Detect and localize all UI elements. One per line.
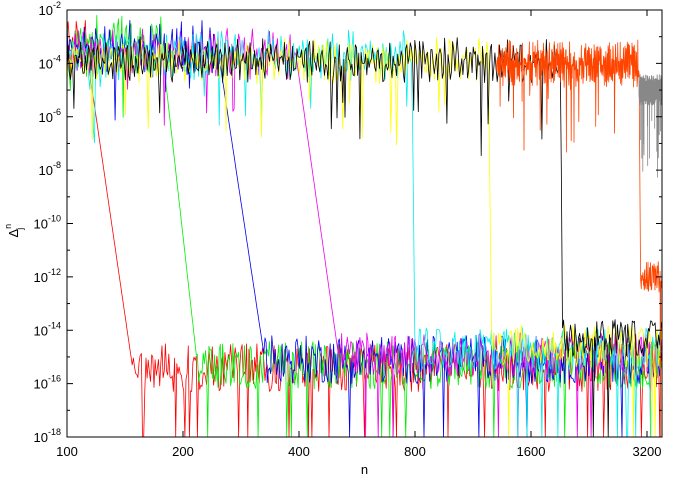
y-axis-title-superscript: n [3,224,13,229]
x-tick-label: 200 [172,444,194,459]
y-tick-label: 10-8 [39,160,61,178]
x-tick-labels: 100 200 400 800 1600 3200 [56,444,661,459]
series-line-7 [66,36,663,438]
y-axis-title-text: Δn j [3,224,25,238]
y-tick-label: 10-12 [34,267,61,285]
x-tick-label: 1600 [517,444,546,459]
x-tick-label: 400 [288,444,310,459]
ticks-layer [66,9,662,438]
series-line-9 [638,74,663,178]
series-layer [66,14,663,438]
x-tick-label: 100 [56,444,78,459]
y-axis-title-base: Δ [6,229,21,238]
x-tick-label: 800 [404,444,426,459]
y-tick-label: 10-16 [34,374,61,392]
y-tick-labels: 10-2 10-4 10-6 10-8 10-10 10-12 10-14 10-16 10-1… [34,0,61,445]
y-tick-label: 10-18 [34,427,61,445]
y-tick-label: 10-2 [39,0,61,18]
y-tick-label: 10-6 [39,107,61,125]
y-axis-title-subscript: j [15,228,25,231]
series-line-6 [66,37,663,438]
y-tick-label: 10-14 [34,320,61,338]
y-tick-label: 10-4 [39,53,61,71]
y-tick-label: 10-10 [34,214,61,232]
x-tick-label: 3200 [633,444,662,459]
y-axis-title: Δn j [3,224,25,238]
x-axis-title: n [361,462,368,477]
series-line-8 [495,39,663,438]
